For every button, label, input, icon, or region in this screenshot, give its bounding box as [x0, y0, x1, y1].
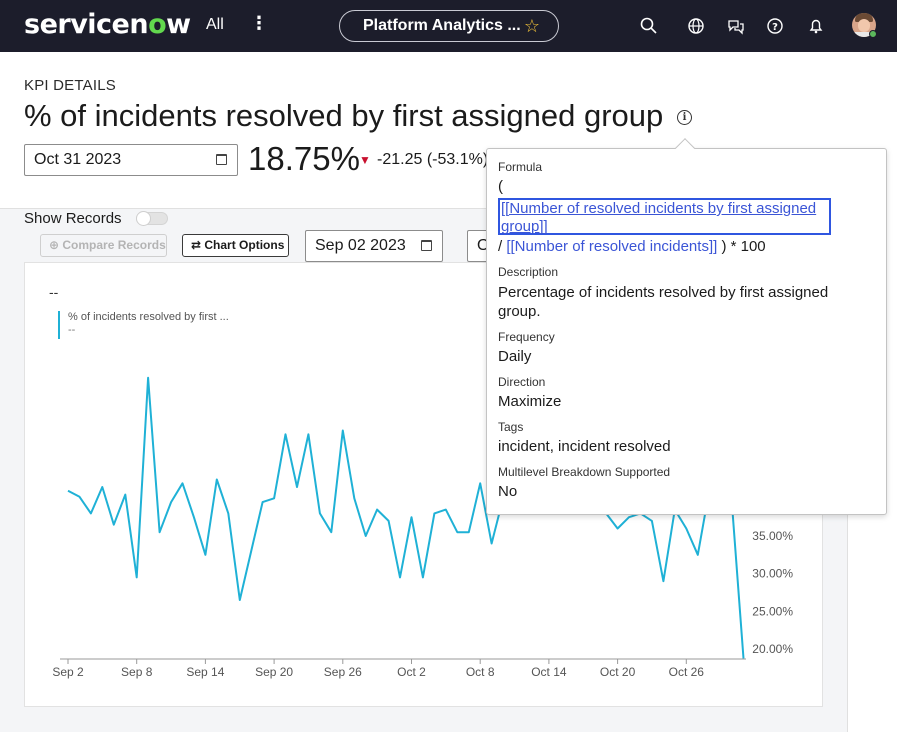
sliders-icon: ⇄: [191, 238, 205, 252]
app-context-title: Platform Analytics ...: [363, 17, 521, 34]
multilevel-label: Multilevel Breakdown Supported: [498, 465, 671, 479]
app-context-pill[interactable]: Platform Analytics ... ☆: [339, 10, 559, 42]
x-tick-label: Sep 2: [52, 665, 84, 679]
y-tick-label: 30.00%: [752, 567, 793, 581]
direction-label: Direction: [498, 375, 546, 389]
frequency-value: Daily: [498, 348, 532, 365]
notifications-bell-icon[interactable]: [806, 16, 826, 36]
multilevel-value: No: [498, 483, 518, 500]
x-tick-label: Sep 14: [186, 665, 224, 679]
trend-change-text: -21.25 (-53.1%): [377, 151, 489, 168]
start-date-field[interactable]: Sep 02 2023: [305, 230, 443, 262]
description-value: Percentage of incidents resolved by firs…: [498, 284, 829, 320]
x-tick-label: Sep 20: [255, 665, 293, 679]
trend-down-icon: ▼: [359, 153, 371, 167]
formula-link-resolved-by-first-group[interactable]: [[Number of resolved incidents by first …: [498, 198, 831, 235]
kpi-info-popover: [486, 148, 887, 515]
add-circle-icon: ⊕: [49, 238, 63, 252]
search-icon[interactable]: [639, 16, 659, 36]
calendar-icon[interactable]: [216, 154, 227, 165]
frequency-label: Frequency: [498, 330, 555, 344]
x-tick-label: Oct 20: [600, 665, 636, 679]
x-tick-label: Oct 26: [669, 665, 705, 679]
y-tick-label: 20.00%: [752, 642, 793, 656]
compare-records-button[interactable]: ⊕ Compare Records: [40, 234, 167, 257]
legend-series-name[interactable]: % of incidents resolved by first ...: [68, 311, 229, 323]
formula-tail: / [[Number of resolved incidents]] ) * 1…: [498, 238, 766, 255]
svg-text:?: ?: [772, 22, 778, 33]
y-tick-label: 35.00%: [752, 529, 793, 543]
formula-link-resolved-incidents[interactable]: [[Number of resolved incidents]]: [506, 238, 718, 255]
description-label: Description: [498, 265, 559, 279]
kpi-value: 18.75%: [248, 140, 360, 177]
tags-label: Tags: [498, 420, 524, 434]
chart-top-value: --: [49, 284, 59, 300]
page-title: % of incidents resolved by first assigne…: [24, 98, 664, 133]
globe-icon[interactable]: [686, 16, 706, 36]
x-tick-label: Oct 2: [397, 665, 426, 679]
calendar-icon[interactable]: [421, 240, 432, 251]
servicenow-logo[interactable]: servicenow: [24, 9, 191, 40]
x-tick-label: Sep 8: [121, 665, 153, 679]
chart-options-button[interactable]: ⇄ Chart Options: [182, 234, 289, 257]
legend-swatch: [58, 311, 60, 339]
kpi-date-field[interactable]: Oct 31 2023: [24, 144, 238, 176]
formula-open-paren: (: [498, 178, 503, 195]
tags-value: incident, incident resolved: [498, 438, 671, 455]
x-tick-label: Oct 8: [466, 665, 495, 679]
x-tick-label: Sep 26: [324, 665, 362, 679]
legend-series-value: --: [68, 324, 76, 336]
y-tick-label: 25.00%: [752, 604, 793, 618]
show-records-label: Show Records: [24, 210, 122, 227]
presence-status-icon: [869, 30, 877, 38]
formula-label: Formula: [498, 160, 543, 174]
series-line[interactable]: [67, 376, 745, 659]
x-tick-label: Oct 14: [531, 665, 567, 679]
favorite-star-icon[interactable]: ☆: [523, 16, 540, 36]
direction-value: Maximize: [498, 393, 562, 410]
chat-icon[interactable]: [726, 16, 746, 36]
section-label: KPI DETAILS: [24, 77, 116, 94]
user-avatar[interactable]: [852, 13, 876, 37]
all-menu-button[interactable]: All: [206, 16, 224, 33]
top-navigation: servicenow All ⋮ Platform Analytics ... …: [0, 0, 897, 52]
info-icon[interactable]: i: [677, 110, 692, 125]
help-icon[interactable]: ?: [765, 16, 785, 36]
show-records-toggle[interactable]: [136, 211, 168, 226]
